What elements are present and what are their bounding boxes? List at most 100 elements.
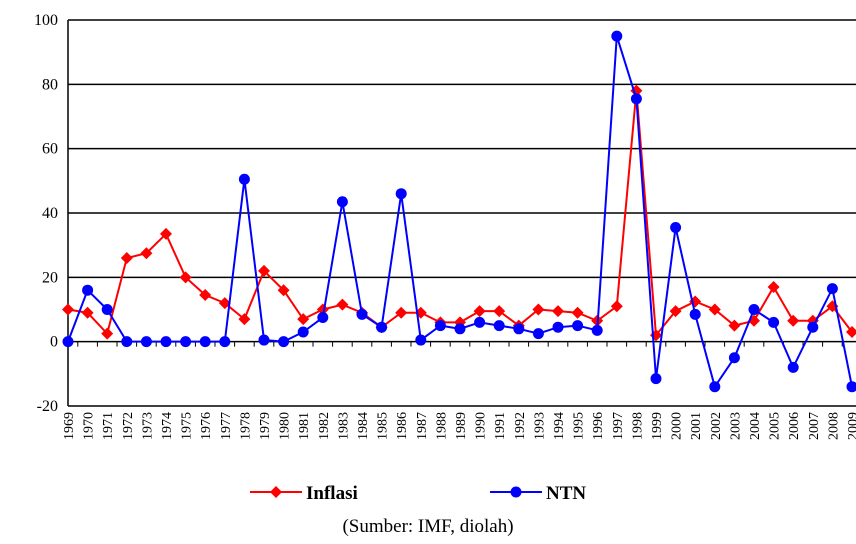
point [317,312,329,324]
point [610,300,623,313]
point [120,252,133,265]
point [611,30,623,42]
x-tick-label: 2001 [689,412,704,440]
point [179,271,192,284]
point [336,196,348,208]
point [728,319,741,332]
x-tick-label: 1983 [336,412,351,440]
point [219,336,231,348]
point [101,327,114,340]
x-tick-label: 1972 [121,412,136,440]
x-tick-label: 1995 [572,412,587,440]
x-tick-label: 1975 [180,412,195,440]
point [297,326,309,338]
x-tick-label: 1994 [552,412,567,440]
y-tick-label: -20 [37,398,58,415]
x-tick-label: 1997 [611,412,626,440]
x-tick-label: 1982 [317,412,332,440]
point [787,314,800,327]
x-tick-label: 1969 [62,412,77,440]
point [434,320,446,332]
x-tick-label: 1974 [160,412,175,440]
x-tick-label: 2000 [670,412,685,440]
x-tick-label: 1971 [101,412,116,440]
point [297,313,310,326]
point [748,304,760,315]
point [474,316,486,328]
point [81,306,94,319]
point [689,308,701,320]
point [395,188,407,200]
x-tick-label: 1987 [415,412,430,440]
point [513,323,525,335]
x-tick-label: 2002 [709,412,724,440]
point [767,280,780,293]
x-tick-label: 2006 [787,412,802,440]
point [277,284,290,297]
point [415,334,427,346]
legend-label: Inflasi [306,483,358,504]
x-tick-label: 1991 [493,412,508,440]
x-tick-label: 1979 [258,412,273,440]
point [101,304,113,315]
point [316,303,329,316]
y-tick-label: 100 [34,12,58,29]
point [552,321,564,333]
point [552,305,564,318]
x-tick-label: 1993 [532,412,547,440]
point [571,306,584,319]
x-tick-label: 1992 [513,412,528,440]
legend-label: NTN [546,483,586,504]
x-tick-label: 2005 [768,412,783,440]
point [591,324,603,336]
point [376,321,388,333]
point [121,336,133,348]
y-tick-label: 40 [42,205,58,222]
point [650,373,662,385]
point [826,283,838,295]
point [454,323,466,335]
x-tick-label: 1973 [140,412,155,440]
point [846,381,856,393]
point [493,320,505,332]
legend-marker [270,486,282,498]
x-tick-label: 1986 [395,412,410,440]
point [728,352,740,364]
point [199,336,211,348]
x-tick-label: 1984 [356,412,371,440]
point [82,284,94,296]
point [356,308,368,320]
x-tick-label: 2007 [807,412,822,440]
x-tick-label: 1989 [454,412,469,440]
x-tick-label: 1998 [630,412,645,440]
y-tick-label: 80 [42,76,58,93]
x-tick-label: 1988 [434,412,449,440]
point [62,303,74,316]
x-tick-label: 1999 [650,412,665,440]
x-tick-label: 2004 [748,412,763,440]
x-tick-label: 1981 [297,412,312,440]
point [532,328,544,340]
x-tick-label: 2003 [728,412,743,440]
point [258,334,270,346]
x-tick-label: 1976 [199,412,214,440]
x-tick-label: 1970 [82,412,97,440]
point [787,361,799,373]
point [160,336,172,348]
point [473,305,486,318]
x-tick-label: 1990 [474,412,489,440]
point [670,221,682,233]
point [493,305,506,318]
x-tick-label: 2009 [846,412,856,440]
point [278,336,290,348]
y-tick-label: 20 [42,269,58,286]
point [62,336,74,348]
point [709,381,721,393]
point [572,320,584,332]
x-tick-label: 1977 [219,412,234,440]
x-tick-label: 1996 [591,412,606,440]
point [768,316,780,328]
point [140,336,152,348]
point [258,264,270,277]
